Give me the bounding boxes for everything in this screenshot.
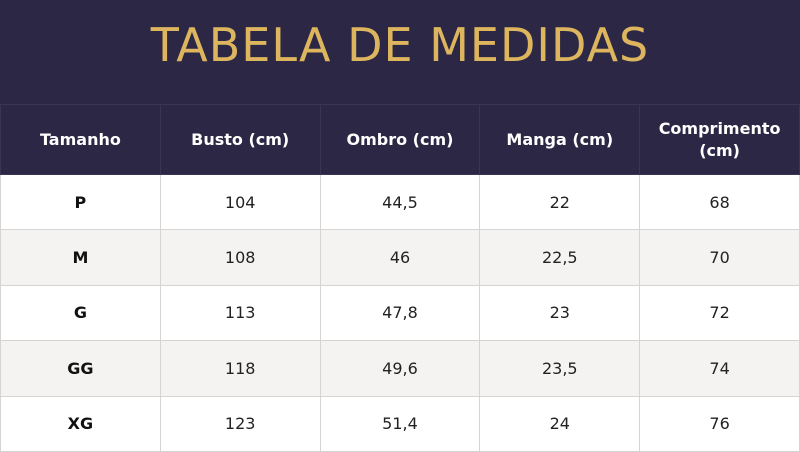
- comprimento-cell: 72: [639, 284, 800, 342]
- size-cell: M: [0, 229, 161, 286]
- busto-cell: 123: [159, 395, 321, 452]
- comprimento-cell: 70: [639, 229, 800, 286]
- ombro-cell: 44,5: [319, 173, 481, 231]
- ombro-cell: 47,8: [319, 284, 481, 342]
- size-cell: G: [0, 284, 161, 342]
- manga-cell: 23,5: [479, 340, 641, 397]
- table-row: G 113 47,8 23 72: [0, 284, 800, 342]
- size-cell: XG: [0, 395, 161, 452]
- column-header-ombro: Ombro (cm): [319, 104, 481, 175]
- column-header-busto: Busto (cm): [159, 104, 321, 175]
- column-header-manga: Manga (cm): [479, 104, 641, 175]
- manga-cell: 22: [479, 173, 641, 231]
- busto-cell: 113: [159, 284, 321, 342]
- size-table: Tamanho Busto (cm) Ombro (cm) Manga (cm)…: [0, 104, 800, 452]
- manga-cell: 22,5: [479, 229, 641, 286]
- busto-cell: 108: [159, 229, 321, 286]
- busto-cell: 118: [159, 340, 321, 397]
- comprimento-cell: 76: [639, 395, 800, 452]
- manga-cell: 24: [479, 395, 641, 452]
- ombro-cell: 46: [319, 229, 481, 286]
- title-banner: TABELA DE MEDIDAS: [0, 0, 800, 104]
- column-header-tamanho: Tamanho: [0, 104, 161, 175]
- table-row: M 108 46 22,5 70: [0, 229, 800, 286]
- page-title: TABELA DE MEDIDAS: [150, 18, 650, 72]
- ombro-cell: 49,6: [319, 340, 481, 397]
- ombro-cell: 51,4: [319, 395, 481, 452]
- comprimento-cell: 68: [639, 173, 800, 231]
- size-cell: P: [0, 173, 161, 231]
- busto-cell: 104: [159, 173, 321, 231]
- table-row: GG 118 49,6 23,5 74: [0, 340, 800, 397]
- table-row: XG 123 51,4 24 76: [0, 395, 800, 452]
- comprimento-cell: 74: [639, 340, 800, 397]
- column-header-comprimento: Comprimento (cm): [639, 104, 800, 175]
- table-row: P 104 44,5 22 68: [0, 173, 800, 231]
- table-header-row: Tamanho Busto (cm) Ombro (cm) Manga (cm)…: [0, 104, 800, 175]
- size-cell: GG: [0, 340, 161, 397]
- manga-cell: 23: [479, 284, 641, 342]
